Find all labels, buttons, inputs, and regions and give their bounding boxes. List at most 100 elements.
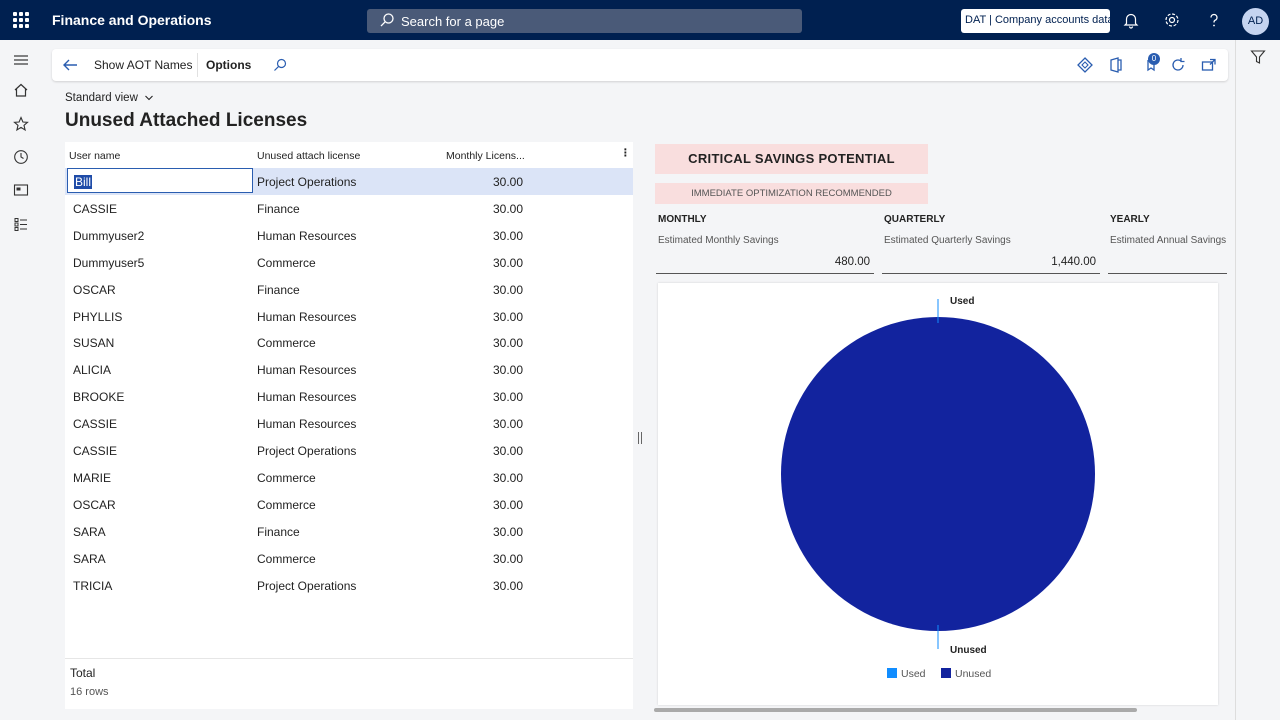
power-apps-icon[interactable]	[1076, 56, 1094, 74]
help-icon[interactable]	[1205, 11, 1223, 29]
avatar[interactable]: AD	[1242, 8, 1269, 35]
legend-label[interactable]: Used	[901, 668, 926, 680]
company-picker[interactable]: DAT | Company accounts data	[961, 9, 1114, 33]
recommendation-banner: IMMEDIATE OPTIMIZATION RECOMMENDED	[655, 183, 928, 204]
show-aot-names-button[interactable]: Show AOT Names	[94, 58, 193, 72]
license-cell: Project Operations	[257, 175, 357, 189]
table-row[interactable]: ALICIA Human Resources 30.00	[65, 356, 633, 383]
monthly-cost-cell: 30.00	[492, 309, 523, 324]
user-name-cell: Dummyuser2	[73, 228, 145, 243]
table-row[interactable]: Dummyuser2 Human Resources 30.00	[65, 222, 633, 249]
yearly-savings-field[interactable]	[1108, 250, 1227, 274]
user-name-cell: CASSIE	[73, 201, 118, 216]
license-cell: Human Resources	[257, 390, 357, 405]
user-name-cell: SARA	[73, 524, 106, 539]
user-name-input[interactable]: Bill	[67, 168, 253, 193]
license-usage-chart: Used Unused Used Unused	[658, 283, 1218, 705]
table-row[interactable]: MARIE Commerce 30.00	[65, 464, 633, 491]
bell-icon[interactable]	[1122, 11, 1140, 29]
chevron-down-icon	[145, 95, 153, 101]
options-tab[interactable]: Options	[206, 58, 252, 72]
pie-slice-unused[interactable]	[781, 317, 1095, 631]
attachments-icon[interactable]	[1142, 56, 1160, 74]
user-name-cell: ALICIA	[73, 363, 112, 378]
column-header-license[interactable]: Unused attach license	[257, 150, 361, 162]
user-name-cell: TRICIA	[73, 578, 113, 593]
table-row[interactable]: SUSAN Commerce 30.00	[65, 329, 633, 356]
license-cell: Project Operations	[257, 444, 357, 458]
license-cell: Human Resources	[257, 363, 357, 378]
hamburger-icon[interactable]	[13, 52, 29, 68]
user-name-cell: SUSAN	[73, 336, 115, 351]
critical-savings-banner: CRITICAL SAVINGS POTENTIAL	[655, 144, 928, 174]
open-new-window-icon[interactable]	[1200, 56, 1218, 74]
license-cell: Commerce	[257, 470, 316, 485]
column-header-user-name[interactable]: User name	[69, 150, 121, 162]
user-name-cell: CASSIE	[73, 417, 118, 432]
table-row[interactable]: BROOKE Human Resources 30.00	[65, 383, 633, 410]
monthly-cost-cell: 30.00	[492, 497, 523, 512]
back-arrow-icon[interactable]	[61, 56, 79, 74]
monthly-cost-cell: 30.00	[492, 578, 523, 593]
user-name-cell: Dummyuser5	[73, 255, 145, 270]
star-icon[interactable]	[13, 116, 29, 132]
table-row[interactable]: SARA Finance 30.00	[65, 518, 633, 545]
table-row[interactable]: OSCAR Finance 30.00	[65, 276, 633, 303]
table-row[interactable]: Bill Project Operations 30.00	[65, 168, 633, 195]
pie-data-label: Used	[950, 296, 974, 307]
refresh-icon[interactable]	[1169, 56, 1187, 74]
horizontal-scrollbar[interactable]	[654, 708, 1137, 712]
clock-icon[interactable]	[13, 149, 29, 165]
legend-swatch-unused	[941, 668, 951, 678]
table-row[interactable]: Dummyuser5 Commerce 30.00	[65, 249, 633, 276]
right-pane	[1235, 40, 1280, 720]
page-title: Unused Attached Licenses	[65, 110, 308, 131]
table-row[interactable]: CASSIE Finance 30.00	[65, 195, 633, 222]
monthly-cost-cell: 30.00	[492, 282, 523, 297]
home-icon[interactable]	[13, 82, 29, 98]
monthly-savings-field[interactable]: 480.00	[656, 250, 874, 274]
filter-icon[interactable]	[1250, 49, 1266, 65]
table-row[interactable]: TRICIA Project Operations 30.00	[65, 572, 633, 599]
pane-splitter[interactable]	[638, 432, 642, 444]
monthly-heading: MONTHLY	[658, 214, 707, 225]
monthly-cost-cell: 30.00	[492, 444, 523, 458]
license-cell: Finance	[257, 524, 300, 539]
table-row[interactable]: CASSIE Human Resources 30.00	[65, 410, 633, 437]
app-title[interactable]: Finance and Operations	[52, 12, 212, 28]
monthly-cost-cell: 30.00	[492, 228, 523, 243]
view-selector[interactable]: Standard view	[65, 92, 154, 104]
quarterly-savings-field[interactable]: 1,440.00	[882, 250, 1100, 274]
license-cell: Human Resources	[257, 417, 357, 432]
modules-list-icon[interactable]	[13, 216, 29, 232]
column-options-icon[interactable]: ⋮	[620, 147, 631, 159]
action-pane: Show AOT Names Options 0	[52, 49, 1228, 81]
table-row[interactable]: CASSIE Project Operations 30.00	[65, 437, 633, 464]
search-box[interactable]: Search for a page	[367, 9, 802, 33]
search-icon[interactable]	[272, 57, 288, 73]
monthly-cost-cell: 30.00	[492, 363, 523, 378]
table-row[interactable]: SARA Commerce 30.00	[65, 545, 633, 572]
workspaces-icon[interactable]	[13, 182, 29, 198]
license-cell: Commerce	[257, 497, 316, 512]
office-icon[interactable]	[1107, 56, 1125, 74]
column-header-monthly-cost[interactable]: Monthly Licens...	[446, 150, 525, 162]
monthly-label: Estimated Monthly Savings	[658, 235, 779, 246]
legend-label[interactable]: Unused	[955, 668, 991, 680]
table-row[interactable]: OSCAR Commerce 30.00	[65, 491, 633, 518]
monthly-cost-cell: 30.00	[492, 551, 523, 566]
app-launcher-icon[interactable]	[13, 12, 29, 28]
table-row[interactable]: PHYLLIS Human Resources 30.00	[65, 303, 633, 330]
monthly-cost-cell: 30.00	[492, 175, 523, 189]
license-cell: Commerce	[257, 336, 316, 351]
monthly-cost-cell: 30.00	[492, 470, 523, 485]
yearly-label: Estimated Annual Savings	[1110, 235, 1227, 246]
gear-icon[interactable]	[1163, 11, 1181, 29]
user-name-cell: PHYLLIS	[73, 309, 123, 324]
grid-footer: Total 16 rows	[65, 658, 633, 709]
license-cell: Human Resources	[257, 228, 357, 243]
monthly-cost-cell: 30.00	[492, 255, 523, 270]
license-cell: Human Resources	[257, 309, 357, 324]
row-count: 16 rows	[70, 686, 109, 698]
user-name-cell: OSCAR	[73, 497, 116, 512]
